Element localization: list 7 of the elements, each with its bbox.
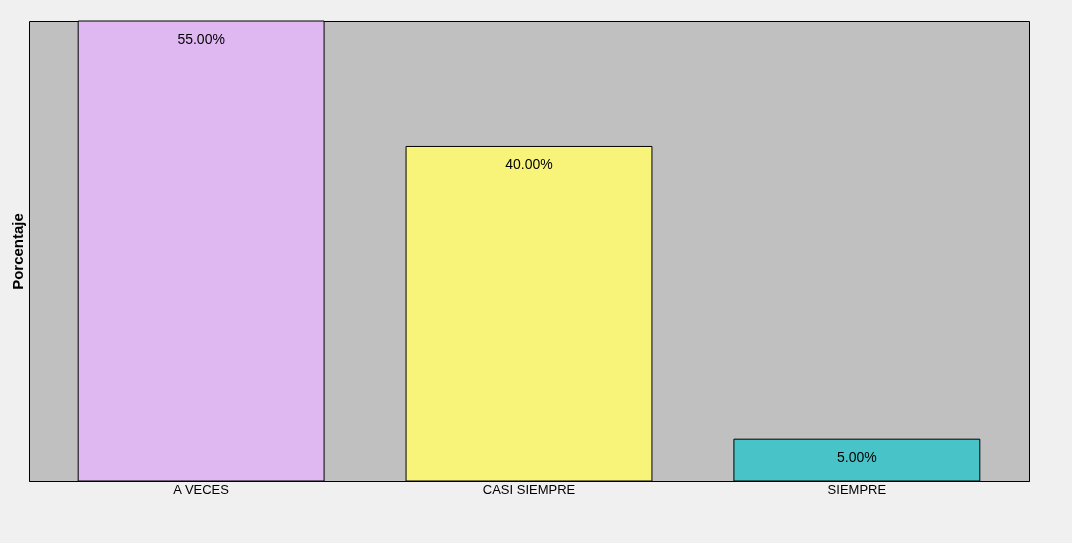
- data-label: 40.00%: [505, 156, 553, 173]
- x-tick-label: SIEMPRE: [827, 481, 887, 497]
- x-tick-label: CASI SIEMPRE: [482, 481, 576, 497]
- x-tick-label: A VECES: [173, 481, 230, 497]
- y-axis-title: Porcentaje: [8, 213, 26, 290]
- data-label: 5.00%: [837, 449, 877, 466]
- data-label: 55.00%: [177, 31, 225, 47]
